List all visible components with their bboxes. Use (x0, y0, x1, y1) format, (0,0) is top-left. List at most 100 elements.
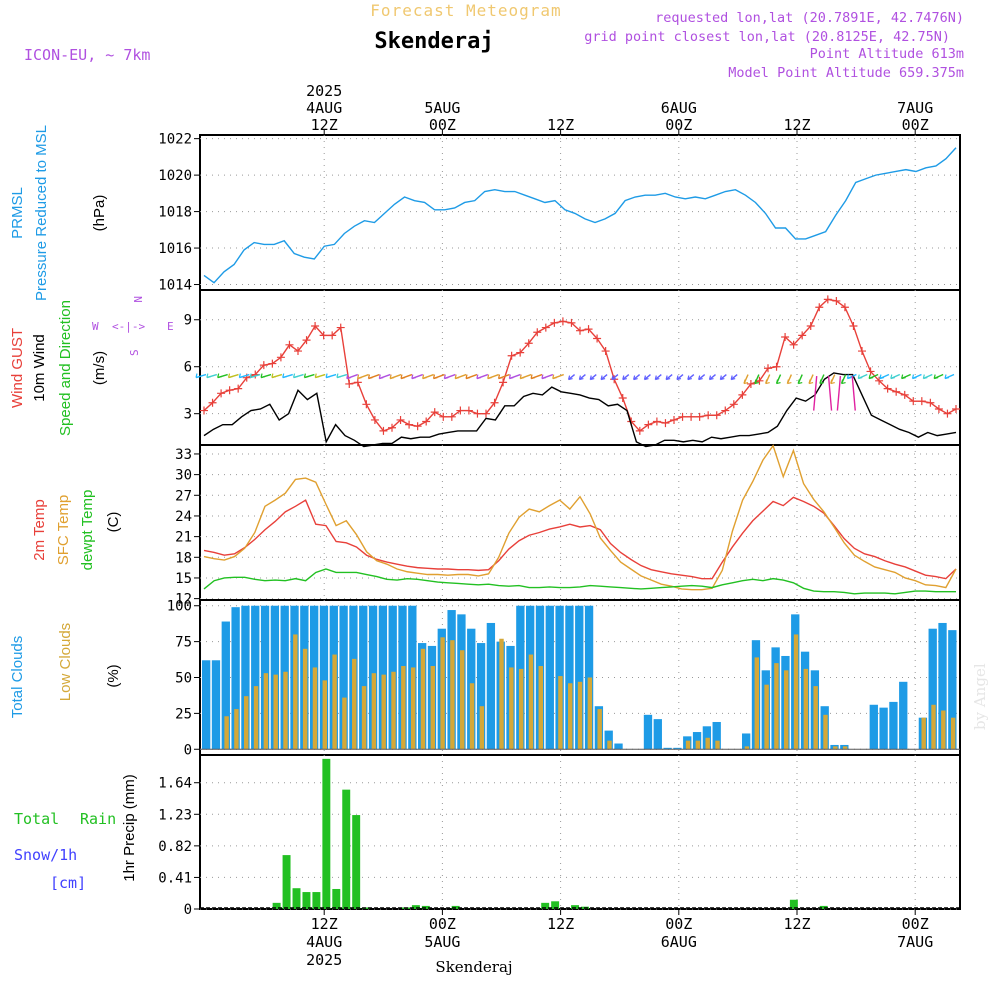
y-tick-label: 0 (184, 902, 192, 918)
wind-arrow-head (552, 374, 557, 380)
gust-marker (943, 409, 952, 418)
y-tick-label: 27 (175, 488, 192, 504)
wind-arrow-head (775, 379, 781, 385)
series-line-sfc-temp (203, 444, 957, 591)
gust-marker (661, 419, 670, 428)
top-time-label: 5AUG (424, 99, 460, 117)
wind-arrow (813, 376, 818, 411)
temp-unit: (C) (105, 512, 122, 533)
gust-marker (806, 322, 815, 331)
total-cloud-bar (643, 714, 653, 750)
wind-arrow-head (227, 373, 233, 379)
bottom-time-label: 12Z (547, 915, 574, 933)
wind-arrow-head (260, 373, 266, 379)
y-tick-label: 1020 (158, 168, 192, 184)
gust-marker (558, 317, 567, 326)
wind-arrow-head (676, 375, 682, 381)
wind-arrow-head (282, 373, 287, 379)
total-cloud-bar (663, 747, 672, 750)
gust-marker (772, 362, 781, 371)
rain-bar (342, 789, 351, 909)
low-cloud-bar (509, 667, 514, 750)
wind-arrow-head (687, 375, 692, 381)
gridpoint-coordinates: grid point closest lon,lat (20.8125E, 42… (584, 29, 950, 45)
gust-marker (635, 426, 644, 435)
total-cloud-bar (889, 701, 898, 750)
y-tick-label: 0.82 (158, 839, 192, 855)
pressure-label-2: Pressure Reduced to MSL (33, 125, 50, 301)
low-cloud-bar (774, 663, 779, 750)
clouds-panel-labels: Total Clouds Low Clouds (%) (9, 623, 122, 718)
compass-west: W (92, 320, 99, 333)
low-cloud-bar (253, 686, 259, 750)
rain-bar (571, 905, 579, 909)
chart-panels: 1014 1016 1018 1020 1022 3 6 9 12 15 18 21 24 27 30 33 0… (158, 132, 961, 918)
wind-arrow-head (786, 379, 792, 385)
precip-snow-unit: [cm] (50, 874, 86, 892)
wind-arrow-head (465, 374, 471, 380)
low-cloud-bar (607, 740, 612, 750)
wind-gust-label: Wind GUST (9, 328, 26, 408)
precip-unit: 1hr Precip (mm) (121, 774, 138, 882)
panel-2: 12 15 18 21 24 27 30 33 (175, 444, 961, 608)
low-cloud-bar (479, 706, 485, 750)
wind-arrow-head (454, 374, 460, 380)
rain-bar (302, 892, 311, 909)
gust-marker (490, 398, 499, 407)
low-cloud-bar (283, 671, 288, 750)
requested-coordinates: requested lon,lat (20.7891E, 42.7476N) (655, 10, 964, 26)
bottom-time-label: 00Z (429, 915, 456, 933)
wind-arrow-head (730, 375, 736, 381)
low-cloud-bar (469, 683, 475, 750)
total-cloud-bar (221, 621, 230, 750)
gust-marker (789, 340, 798, 349)
wind-arrow-head (292, 373, 298, 379)
gust-marker (729, 400, 738, 409)
low-cloud-bar (244, 696, 249, 750)
low-cloud-bar (263, 673, 269, 750)
gust-marker (268, 359, 277, 368)
gust-marker (952, 404, 960, 413)
wind-arrow-head (217, 373, 222, 379)
low-cloud-bar (273, 674, 278, 750)
y-tick-label: 30 (175, 468, 192, 484)
gust-marker (721, 406, 730, 415)
wind-arrow (851, 376, 856, 411)
model-name: ICON-EU, ~ 7km (24, 46, 150, 64)
top-time-label: 4AUG (306, 99, 342, 117)
wind-arrow-head (654, 375, 660, 381)
gust-marker (482, 409, 490, 418)
bottom-time-label: 00Z (902, 915, 929, 933)
gust-marker (200, 406, 208, 415)
low-cloud-bar (381, 674, 386, 750)
gust-marker (678, 412, 687, 421)
low-cloud-bar (577, 681, 583, 750)
gust-marker (704, 411, 713, 420)
gust-marker (473, 409, 482, 418)
gust-marker (584, 325, 593, 334)
wind-arrow-head (698, 375, 703, 381)
low-cloud-bar (440, 637, 445, 750)
wind-arrow-head (719, 375, 725, 381)
gust-marker (464, 406, 473, 415)
wind-arrow-head (238, 373, 244, 379)
low-cloud-bar (784, 670, 789, 750)
rain-bar (292, 888, 301, 909)
panel-4: 0 0.41 0.82 1.23 1.64 (158, 754, 961, 918)
y-tick-label: 0 (184, 742, 192, 758)
total-cloud-bar (476, 643, 486, 750)
point-altitude: Point Altitude 613m (810, 46, 964, 62)
wind-arrow-head (271, 373, 277, 379)
low-cloud-bar (950, 717, 956, 750)
gust-marker (670, 415, 678, 424)
gust-marker (422, 417, 431, 426)
low-cloud-bar (450, 640, 455, 750)
low-cloud-bar (361, 686, 367, 750)
low-cloud-bar (342, 697, 347, 750)
low-cloud-bar (430, 666, 435, 750)
rain-bar (272, 902, 281, 909)
gust-marker (285, 340, 294, 349)
gust-marker (524, 339, 533, 348)
gust-marker (388, 423, 396, 432)
gust-marker (379, 426, 388, 435)
